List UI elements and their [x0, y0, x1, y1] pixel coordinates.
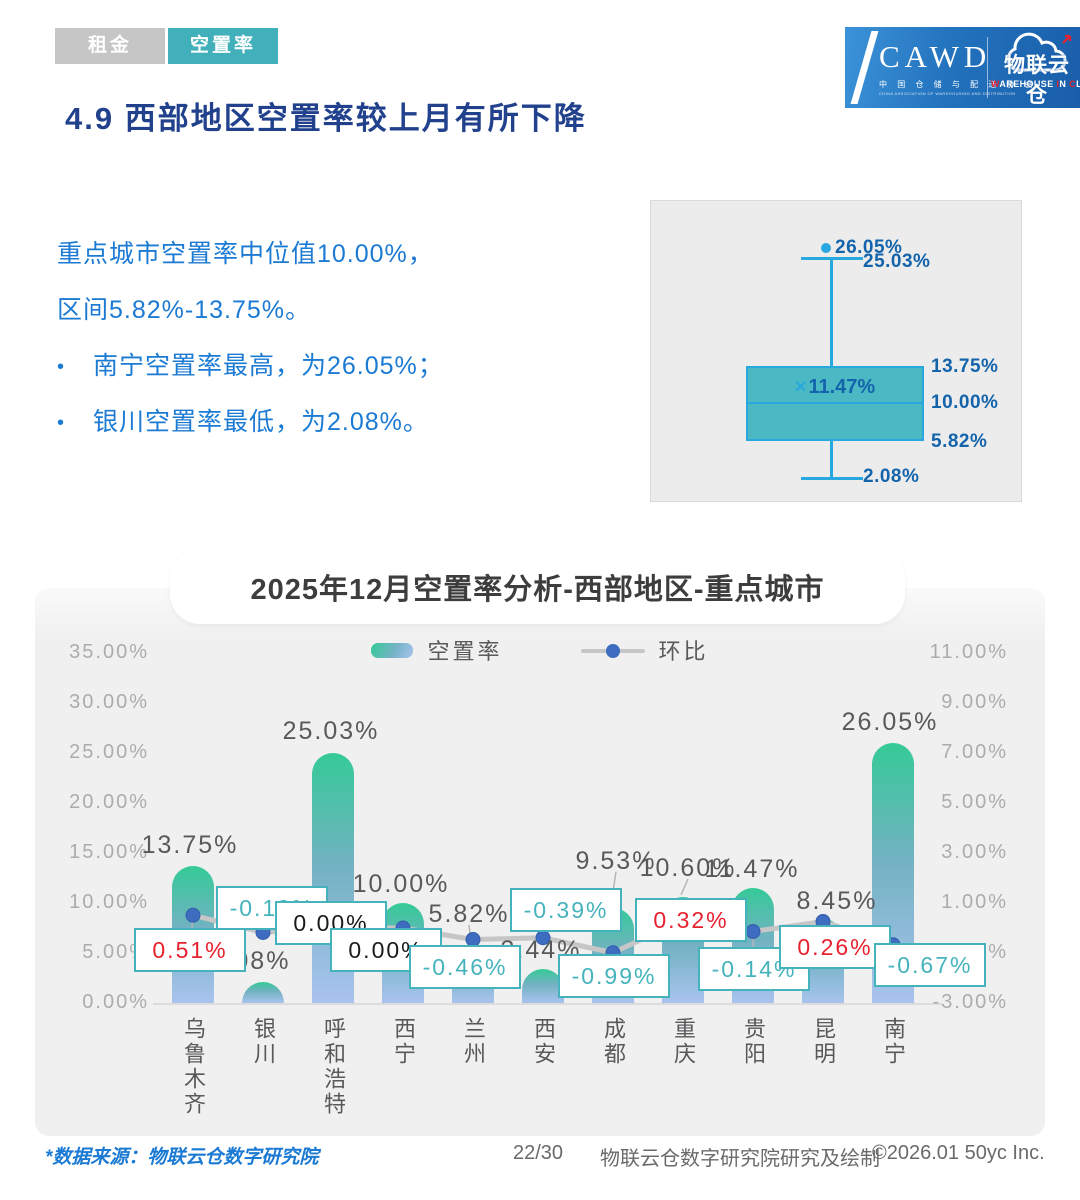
bar-value-label: 10.60%: [639, 854, 737, 882]
boxplot-whisker-high-label: 25.03%: [863, 251, 931, 272]
boxplot-panel: 26.05% 25.03% × 11.47% 13.75% 10.00% 5.82…: [650, 200, 1022, 502]
right-axis-tick: 7.00%: [941, 741, 1008, 763]
ratio-callout: -0.67%: [874, 942, 986, 987]
x-axis-label: 昆明: [811, 1017, 836, 1067]
chart-title: 2025年12月空置率分析-西部地区-重点城市: [170, 550, 905, 624]
boxplot-whisker-low-label: 2.08%: [863, 466, 920, 487]
bar-value-label: 25.03%: [282, 716, 380, 745]
vacancy-bar: [242, 982, 284, 1003]
ratio-callout: -0.39%: [510, 887, 622, 932]
plot-area: 0.00% 5.00% 10.00% 15.00% 20.00% 25.00% 30.00%…: [35, 588, 1045, 1136]
ratio-callout: 0.51%: [134, 928, 246, 973]
legend-label: 空置率: [427, 639, 503, 664]
x-axis-label: 银川: [251, 1017, 276, 1067]
boxplot-q3-label: 13.75%: [931, 356, 999, 377]
arrow-icon: [1062, 34, 1072, 44]
left-axis-tick: 5.00%: [82, 941, 149, 963]
right-axis-tick: 11.00%: [929, 641, 1008, 663]
chart-card: 空置率 环比 0.00% 5.00% 10.00% 15.00% 20.00% 25.00…: [35, 588, 1045, 1136]
bar-value-label: 5.82%: [428, 899, 510, 928]
page-number: 22/30: [513, 1142, 564, 1164]
boxplot-whisker-cap: [801, 477, 863, 480]
tab-vacancy-rate[interactable]: 空置率: [168, 28, 278, 64]
chart-legend: 空置率 环比: [35, 634, 1045, 666]
bar-value-label: 11.47%: [704, 855, 800, 884]
boxplot-whisker: [830, 259, 833, 366]
line-legend-swatch: [580, 643, 645, 658]
tab-rent[interactable]: 租金: [55, 28, 165, 64]
x-axis-label: 西宁: [391, 1017, 416, 1067]
bar-value-label: 9.53%: [575, 846, 657, 875]
x-axis-label: 重庆: [671, 1017, 696, 1067]
bar-label-leader: [680, 878, 689, 896]
x-axis-line: [153, 1003, 943, 1005]
x-axis-label: 乌鲁木齐: [181, 1017, 206, 1117]
cawd-subtitle-cn: 中 国 仓 储 与 配 送 协 会: [879, 80, 1037, 89]
x-axis-label: 成都: [601, 1017, 626, 1067]
legend-item-ratio: 环比: [580, 634, 709, 666]
logo-divider: [987, 37, 988, 98]
x-axis-label: 西安: [531, 1017, 556, 1067]
page-title: 4.9 西部地区空置率较上月有所下降: [65, 101, 587, 136]
summary-line: 区间5.82%-13.75%。: [57, 296, 312, 324]
ratio-dot: [745, 924, 761, 939]
right-axis-tick: 3.00%: [941, 841, 1008, 863]
x-axis-label: 呼和浩特: [321, 1017, 346, 1117]
brand-name: 物联云仓: [1004, 54, 1070, 107]
logo-stripe: [850, 31, 879, 104]
ratio-callout: -0.14%: [698, 946, 810, 991]
summary-text: 重点城市空置率中位值10.00%， 区间5.82%-13.75%。 • 南宁空置率…: [57, 226, 637, 450]
vacancy-bar: [522, 968, 564, 1003]
boxplot-whisker: [830, 441, 833, 477]
left-axis-tick: 0.00%: [82, 991, 149, 1013]
ratio-dot: [185, 907, 201, 923]
cloud-icon: [1006, 32, 1067, 72]
left-axis-tick: 10.00%: [69, 891, 149, 913]
bar-value-label: 10.00%: [352, 870, 450, 898]
legend-item-vacancy: 空置率: [371, 634, 502, 666]
credit-text: 物联云仓数字研究院研究及绘制: [600, 1148, 880, 1170]
summary-line: • 银川空置率最低，为2.08%。: [57, 408, 429, 436]
bar-value-label: 8.45%: [796, 886, 878, 915]
bar-legend-swatch: [371, 642, 414, 658]
cawd-subtitle-en: CHINA ASSOCIATION OF WAREHOUSING AND DIS…: [879, 91, 1016, 96]
brand-tagline: WAREHOUSE IN CLOUD: [991, 79, 1080, 89]
bar-value-label: 26.05%: [841, 707, 939, 736]
boxplot-mean-label: × 11.47%: [794, 376, 876, 398]
copyright-text: ©2026.01 50yc Inc.: [872, 1142, 1045, 1164]
right-axis-tick: 1.00%: [941, 891, 1008, 913]
trend-line-layer: [185, 871, 931, 976]
x-axis-label: 贵阳: [741, 1017, 766, 1067]
boxplot-median-label: 10.00%: [931, 392, 999, 413]
right-axis-tick: 5.00%: [941, 791, 1008, 813]
boxplot-outlier-label: 26.05%: [835, 237, 903, 258]
left-axis-tick: 15.00%: [69, 841, 149, 863]
cawd-logo: CAWD 中 国 仓 储 与 配 送 协 会 CHINA ASSOCIATION…: [845, 27, 1080, 108]
boxplot-outlier-dot: [821, 243, 831, 253]
left-axis-tick: 20.00%: [69, 791, 149, 813]
data-source-note: *数据来源：物联云仓数字研究院: [45, 1147, 319, 1168]
left-axis-tick: 25.00%: [69, 741, 149, 763]
summary-line: • 南宁空置率最高，为26.05%；: [57, 352, 444, 380]
boxplot-whisker-cap: [801, 257, 863, 260]
left-axis-tick: 30.00%: [69, 691, 149, 713]
left-axis-tick: 35.00%: [69, 641, 149, 663]
cawd-wordmark: CAWD: [879, 39, 992, 74]
bar-value-label: 13.75%: [141, 830, 239, 859]
x-axis-label: 南宁: [881, 1017, 906, 1067]
mean-marker: ×: [794, 376, 807, 398]
boxplot-box: × 11.47%: [746, 366, 924, 441]
x-axis-label: 兰州: [461, 1017, 486, 1067]
boxplot-median-line: [748, 402, 922, 404]
boxplot-q1-label: 5.82%: [931, 431, 988, 452]
ratio-callout: 0.32%: [635, 898, 747, 942]
ratio-callout: -0.99%: [558, 953, 670, 998]
right-axis-tick: 9.00%: [941, 691, 1008, 713]
summary-line: 重点城市空置率中位值10.00%，: [57, 240, 434, 268]
legend-label: 环比: [658, 639, 709, 664]
right-axis-tick: -3.00%: [932, 991, 1008, 1013]
ratio-callout: -0.46%: [409, 944, 521, 989]
